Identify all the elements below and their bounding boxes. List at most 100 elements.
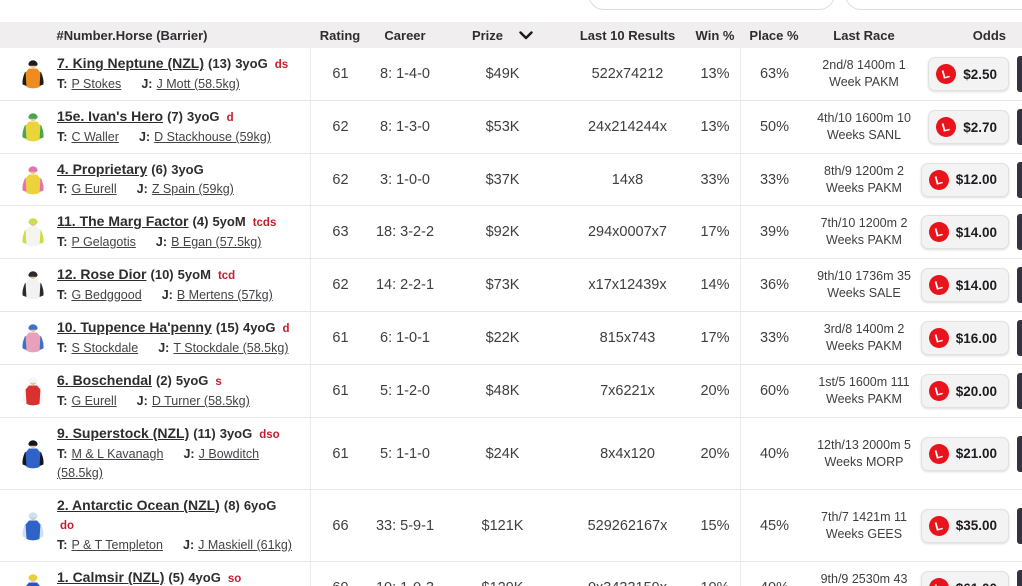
rating-value: 62: [310, 101, 370, 153]
horse-cell: 12. Rose Dior (10) 5yoM tcd T: G Bedggoo…: [0, 259, 310, 311]
last-race-value: 7th/7 1421m 11 Weeks GEES: [821, 509, 907, 541]
horse-table-row: 7. King Neptune (NZL) (13) 3yoG ds T: P …: [0, 48, 1022, 101]
more-odds-button[interactable]: [1017, 214, 1022, 250]
odds-button[interactable]: L $14.00: [920, 268, 1009, 302]
last10-results-value: 8x4x120: [600, 445, 655, 462]
horse-name-link[interactable]: 15e. Ivan's Hero: [57, 108, 164, 124]
win-percent-value: 20%: [700, 445, 730, 462]
prize-value: $22K: [485, 330, 520, 346]
jockey-label: J:: [158, 341, 170, 355]
horse-barrier: (7): [167, 109, 183, 124]
trainer-link[interactable]: G Eurell: [71, 182, 117, 196]
horse-age-sex: 5yoM: [212, 214, 246, 229]
jockey-link[interactable]: B Mertens (57kg): [176, 288, 273, 302]
horse-name-link[interactable]: 1. Calmsir (NZL): [57, 569, 165, 585]
column-header-odds[interactable]: Odds: [972, 27, 1006, 43]
bookmaker-logo-icon: L: [928, 577, 949, 586]
jockey-link[interactable]: D Turner (58.5kg): [151, 394, 250, 408]
trainer-link[interactable]: C Waller: [71, 130, 119, 144]
horse-barrier: (15): [215, 320, 239, 335]
horse-name-link[interactable]: 6. Boschendal: [57, 372, 152, 388]
trainer-link[interactable]: G Eurell: [71, 394, 117, 408]
more-odds-button[interactable]: [1017, 507, 1022, 544]
odds-cell: L $12.00: [920, 162, 1022, 197]
more-odds-button[interactable]: [1017, 161, 1022, 198]
odds-button[interactable]: L $35.00: [920, 508, 1009, 543]
more-odds-button[interactable]: [1017, 320, 1022, 356]
column-header-career[interactable]: Career: [384, 27, 426, 43]
odds-price: $61.00: [956, 581, 997, 586]
trainer-label: T:: [57, 235, 68, 249]
trainer-label: T:: [57, 77, 68, 91]
form-flags: ds: [274, 59, 289, 71]
place-percent-value: 39%: [740, 206, 808, 258]
odds-button[interactable]: L $21.00: [920, 436, 1009, 471]
column-header-lastrace[interactable]: Last Race: [833, 27, 895, 43]
jockey-link[interactable]: Z Spain (59kg): [151, 182, 234, 196]
odds-button[interactable]: L $14.00: [920, 215, 1009, 249]
odds-button[interactable]: L $2.50: [928, 57, 1009, 91]
horse-name-link[interactable]: 4. Proprietary: [57, 161, 148, 177]
odds-cell: L $21.00: [920, 436, 1022, 471]
horse-cell: 4. Proprietary (6) 3yoG T: G Eurell J: Z…: [0, 154, 310, 205]
last-race-value: 4th/10 1600m 10 Weeks SANL: [817, 111, 911, 142]
more-odds-button[interactable]: [1017, 373, 1022, 409]
jockey-link[interactable]: J Maskiell (61kg): [198, 538, 292, 552]
place-percent-value: 50%: [740, 101, 808, 153]
prize-value: $129K: [440, 580, 565, 586]
more-odds-button[interactable]: [1017, 570, 1022, 586]
horse-name-link[interactable]: 11. The Marg Factor: [57, 213, 189, 229]
more-odds-button[interactable]: [1017, 435, 1022, 472]
odds-button[interactable]: L $2.70: [928, 110, 1009, 144]
column-header-place[interactable]: Place %: [749, 27, 799, 43]
bookmaker-logo-icon: L: [928, 380, 949, 402]
trainer-link[interactable]: G Bedggood: [71, 288, 142, 302]
column-header-horse[interactable]: #Number.Horse (Barrier): [56, 27, 208, 43]
trainer-link[interactable]: M & L Kavanagh: [71, 447, 164, 461]
jockey-link[interactable]: J Bowditch (58.5kg): [57, 447, 260, 480]
horse-age-sex: 5yoM: [177, 267, 211, 282]
horse-name-link[interactable]: 9. Superstock (NZL): [57, 425, 190, 441]
column-header-prize[interactable]: Prize: [440, 28, 565, 43]
horse-cell: 15e. Ivan's Hero (7) 3yoG d T: C Waller …: [0, 101, 310, 153]
more-odds-button[interactable]: [1017, 267, 1022, 303]
column-header-win[interactable]: Win %: [695, 27, 735, 43]
jockey-link[interactable]: B Egan (57.5kg): [171, 235, 262, 249]
form-flags: tcds: [252, 217, 277, 229]
last-race-value: 8th/9 1200m 2 Weeks PAKM: [824, 163, 904, 195]
trainer-label: T:: [57, 394, 68, 408]
odds-price: $14.00: [955, 224, 997, 240]
bookmaker-logo-icon: L: [928, 169, 949, 190]
career-value: 5: 1-2-0: [380, 383, 430, 399]
more-odds-button[interactable]: [1017, 56, 1022, 92]
jockey-link[interactable]: J Mott (58.5kg): [156, 77, 240, 91]
column-header-rating[interactable]: Rating: [319, 27, 361, 43]
top-toolbar: [0, 0, 1022, 22]
horse-name-link[interactable]: 10. Tuppence Ha'penny: [57, 319, 212, 335]
odds-price: $2.70: [963, 119, 997, 135]
trainer-link[interactable]: P Stokes: [71, 77, 122, 91]
top-filter-pill[interactable]: [845, 0, 1022, 10]
last10-results-value: 529262167x: [587, 517, 668, 534]
jockey-label: J:: [141, 77, 153, 91]
top-filter-pill[interactable]: [588, 0, 835, 10]
more-odds-button[interactable]: [1017, 109, 1022, 145]
jockey-silks-icon: [22, 60, 44, 89]
horse-name-link[interactable]: 12. Rose Dior: [57, 266, 147, 282]
trainer-link[interactable]: S Stockdale: [71, 341, 139, 355]
odds-cell: L $14.00: [920, 215, 1022, 249]
column-header-last10[interactable]: Last 10 Results: [579, 27, 676, 43]
jockey-link[interactable]: D Stackhouse (59kg): [154, 130, 271, 144]
odds-button[interactable]: L $61.00: [920, 571, 1009, 586]
odds-button[interactable]: L $16.00: [920, 321, 1009, 355]
odds-button[interactable]: L $12.00: [920, 162, 1009, 197]
odds-button[interactable]: L $20.00: [920, 374, 1009, 408]
chevron-down-icon[interactable]: [519, 30, 533, 40]
horse-name-link[interactable]: 2. Antarctic Ocean (NZL): [57, 497, 220, 513]
trainer-link[interactable]: P & T Templeton: [71, 538, 163, 552]
trainer-label: T:: [57, 182, 68, 196]
trainer-link[interactable]: P Gelagotis: [71, 235, 136, 249]
horse-name-link[interactable]: 7. King Neptune (NZL): [57, 55, 204, 71]
place-percent-value: 40%: [740, 418, 808, 489]
jockey-link[interactable]: T Stockdale (58.5kg): [173, 341, 289, 355]
